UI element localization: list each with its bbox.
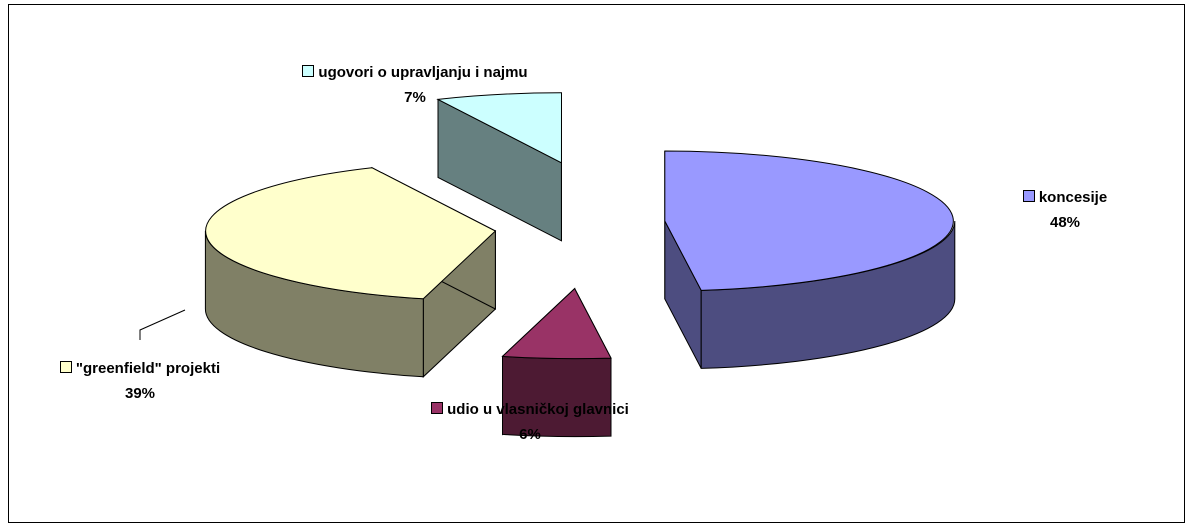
data-label: "greenfield" projekti 39% — [25, 356, 255, 406]
chart-frame — [8, 4, 1185, 523]
value-label: 6% — [519, 426, 541, 443]
slice-wall — [700, 220, 956, 369]
label-name: ugovori o upravljanju i najmu — [285, 60, 545, 85]
data-label: udio u vlasničkoj glavnici 6% — [430, 397, 630, 447]
leader-line — [139, 309, 186, 340]
pie-slice — [501, 287, 612, 438]
pie-slice — [664, 150, 956, 369]
value-label: 48% — [1049, 214, 1081, 231]
slice-top — [205, 167, 497, 300]
label-name: "greenfield" projekti — [25, 356, 255, 381]
data-label: ugovori o upravljanju i najmu 7% — [285, 60, 545, 110]
legend-swatch — [302, 65, 315, 77]
slice-top — [664, 150, 954, 291]
category-name: udio u vlasničkoj glavnici — [447, 401, 629, 418]
pie-slice — [436, 92, 563, 242]
legend-swatch — [59, 361, 72, 373]
category-name: koncesije — [1038, 189, 1108, 206]
label-name: udio u vlasničkoj glavnici — [430, 397, 630, 422]
category-name: ugovori o upravljanju i najmu — [318, 64, 528, 81]
legend-swatch — [431, 402, 444, 414]
value-label: 39% — [124, 385, 156, 402]
pie-slice — [204, 166, 497, 378]
slice-top — [436, 92, 563, 164]
label-name: koncesije — [1000, 185, 1130, 210]
value-label: 7% — [404, 89, 426, 106]
category-name: "greenfield" projekti — [75, 360, 221, 377]
slice-top — [501, 287, 612, 360]
data-label: koncesije 48% — [1000, 185, 1130, 235]
legend-swatch — [1022, 190, 1035, 202]
